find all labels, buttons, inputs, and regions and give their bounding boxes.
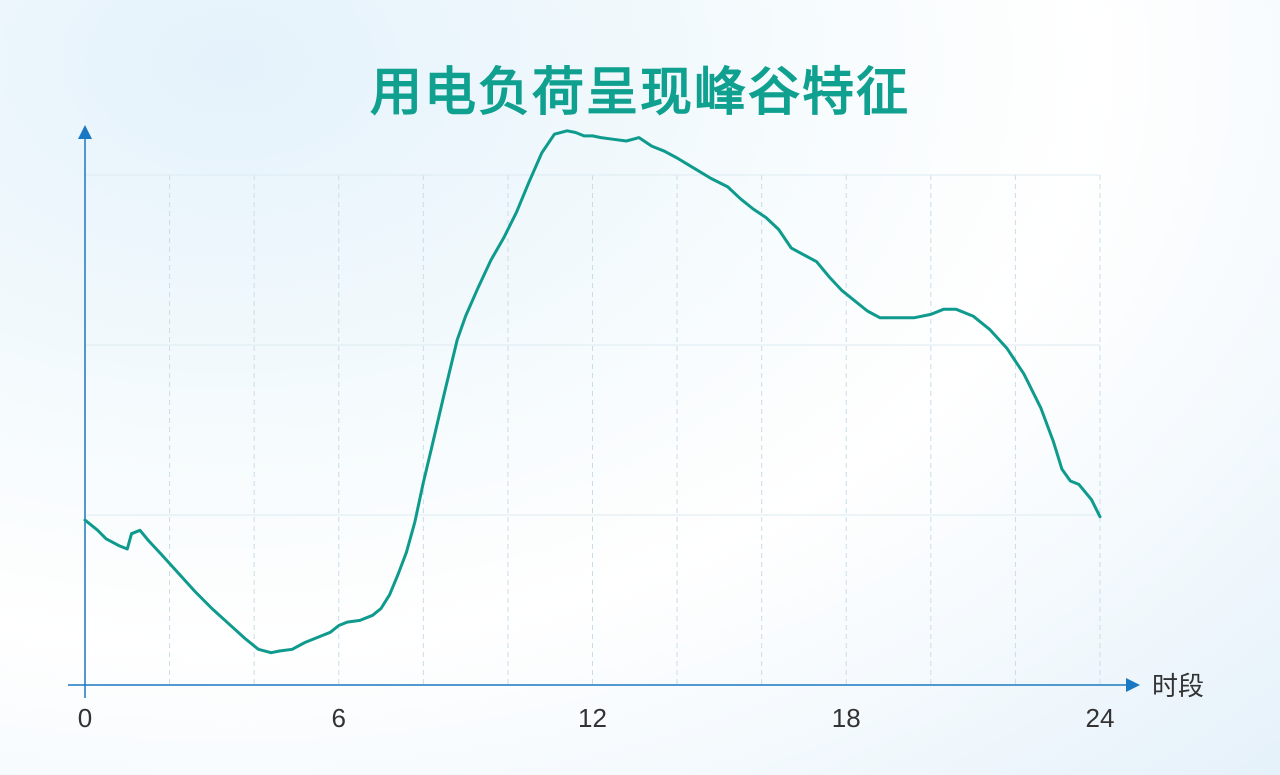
grid-lines [85, 174, 1101, 685]
x-axis-label: 时段 [1152, 672, 1204, 702]
x-axis-arrow-icon [1126, 678, 1140, 692]
x-tick-labels: 0 6 12 18 24 [78, 703, 1115, 733]
y-axis-arrow-icon [78, 125, 92, 139]
x-tick-label: 0 [78, 703, 92, 733]
x-tick-label: 18 [832, 703, 861, 733]
series-line [83, 129, 1102, 655]
chart-title: 用电负荷呈现峰谷特征 [369, 63, 910, 123]
x-tick-label: 12 [578, 703, 607, 733]
x-tick-label: 24 [1086, 703, 1115, 733]
axes [68, 125, 1140, 698]
x-tick-label: 6 [332, 703, 346, 733]
series-group [83, 129, 1102, 655]
